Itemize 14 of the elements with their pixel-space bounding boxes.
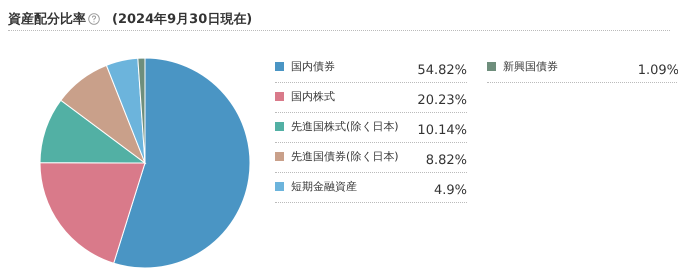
legend-label: 短期金融資産	[291, 179, 357, 194]
data-label: 10.14%	[417, 123, 467, 138]
data-label: 20.23%	[417, 93, 467, 108]
legend-label: 先進国株式(除く日本)	[291, 119, 399, 134]
chart-title: 資産配分比率	[8, 10, 86, 28]
data-label: 4.9%	[434, 183, 467, 198]
legend-label: 国内株式	[291, 89, 335, 104]
legend-label: 先進国債券(除く日本)	[291, 149, 399, 164]
data-label: 54.82%	[417, 63, 467, 78]
data-label: 8.82%	[426, 153, 467, 168]
legend-label: 国内債券	[291, 59, 335, 74]
chart-subtitle: (2024年9月30日現在)	[112, 11, 252, 28]
legend-label: 新興国債券	[503, 59, 558, 74]
data-label: 1.09%	[638, 63, 678, 78]
